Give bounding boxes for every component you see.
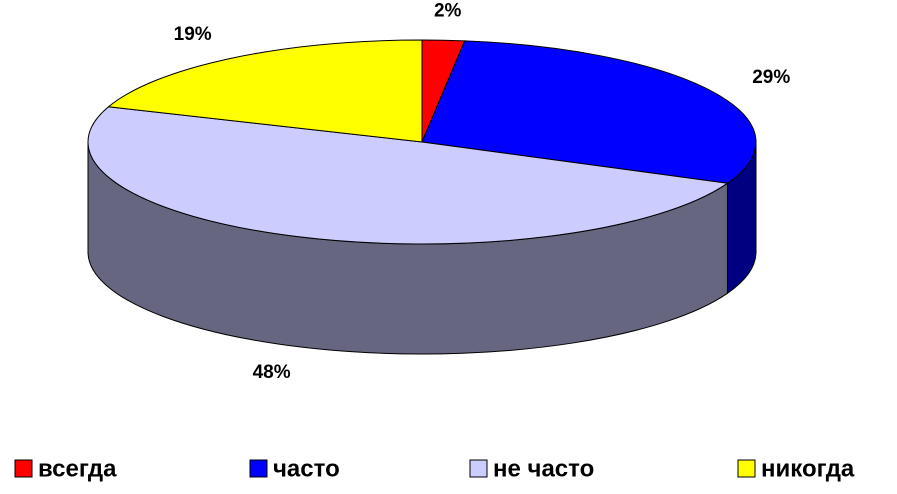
data-label: 2% [434,1,462,22]
data-label: 48% [253,362,291,383]
legend-label: никогда [761,455,855,482]
legend-swatch [737,459,756,478]
slice [87,106,729,245]
data-label: 29% [752,67,790,88]
data-label: 19% [174,24,212,45]
legend-swatch [249,459,268,478]
legend-swatch [469,459,488,478]
legend-label: всегда [38,455,117,482]
legend-label: не часто [493,455,594,482]
slice [421,40,757,184]
slice [107,39,423,143]
legend-label: часто [273,455,340,482]
legend-swatch [14,459,33,478]
